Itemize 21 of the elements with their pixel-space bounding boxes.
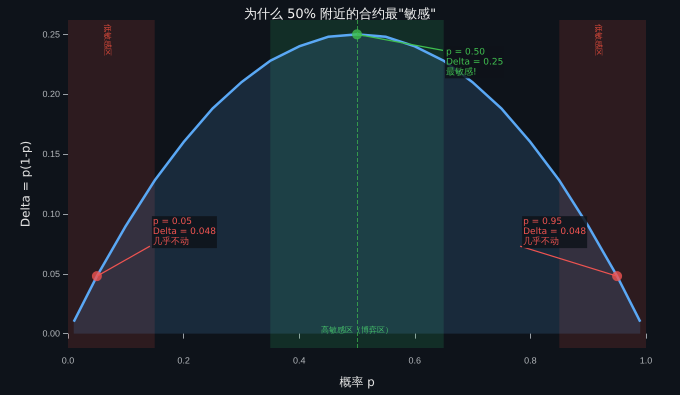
band-label: 低敏感区 (102, 24, 112, 56)
x-tick-label: 0.0 (62, 356, 74, 366)
y-tick-label: 0.05 (42, 268, 60, 279)
y-tick-label: 0.00 (42, 328, 60, 339)
y-tick-label: 0.15 (42, 149, 60, 160)
x-tick-label: 1.0 (640, 356, 652, 366)
x-axis-title: 概率 p (339, 375, 375, 389)
band-label: 高敏感区（博弈区） (321, 326, 393, 334)
y-tick-label: 0.20 (42, 89, 60, 100)
x-tick-label: 0.6 (408, 356, 422, 366)
annotation: p = 0.50 Delta = 0.25 最敏感! (446, 47, 504, 78)
x-tick-label: 0.4 (292, 356, 306, 366)
x-tick-label: 0.2 (177, 356, 190, 366)
x-tick-label: 0.8 (524, 356, 537, 366)
annotation: p = 0.95 Delta = 0.048 几乎不动 (523, 217, 586, 248)
y-tick-label: 0.10 (42, 208, 60, 219)
y-tick-label: 0.25 (42, 29, 60, 40)
band-label: 低敏感区 (594, 24, 604, 56)
y-axis-title: Delta = p(1-p) (18, 140, 33, 228)
chart-title: 为什么 50% 附近的合约最"敏感" (244, 7, 436, 22)
annotation: p = 0.05 Delta = 0.048 几乎不动 (152, 217, 216, 248)
